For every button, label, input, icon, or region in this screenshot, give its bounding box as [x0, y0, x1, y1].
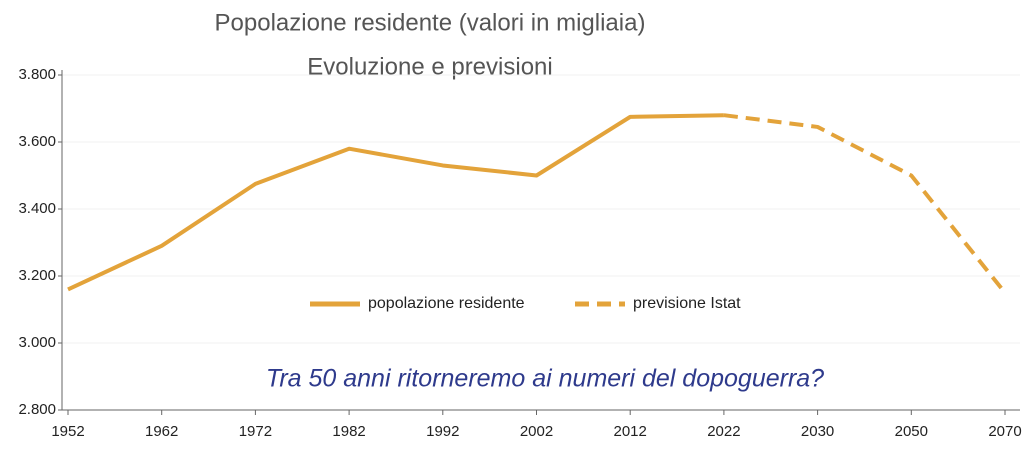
x-tick-label: 1952 [51, 423, 84, 440]
x-tick-label: 2030 [801, 423, 834, 440]
x-tick-label: 1992 [426, 423, 459, 440]
y-tick-label: 3.600 [18, 133, 56, 150]
x-tick-label: 2050 [895, 423, 928, 440]
series-line [67, 113, 724, 292]
y-tick-label: 3.200 [18, 267, 56, 284]
series-line [723, 113, 1007, 294]
annotation: Tra 50 anni ritorneremo ai numeri del do… [266, 365, 824, 393]
x-tick-label: 2012 [614, 423, 647, 440]
chart-title: Popolazione residente (valori in migliai… [215, 9, 646, 36]
legend-label: popolazione residente [368, 295, 525, 312]
chart-subtitle: Evoluzione e previsioni [307, 53, 552, 80]
y-tick-label: 3.400 [18, 200, 56, 217]
x-tick-label: 2002 [520, 423, 553, 440]
x-tick-label: 2022 [707, 423, 740, 440]
x-tick-label: 2070 [988, 423, 1021, 440]
y-tick-label: 3.800 [18, 66, 56, 83]
legend-label: previsione Istat [633, 295, 741, 312]
x-tick-label: 1962 [145, 423, 178, 440]
x-tick-label: 1972 [239, 423, 272, 440]
x-tick-label: 1982 [332, 423, 365, 440]
y-tick-label: 2.800 [18, 401, 56, 418]
y-tick-label: 3.000 [18, 334, 56, 351]
